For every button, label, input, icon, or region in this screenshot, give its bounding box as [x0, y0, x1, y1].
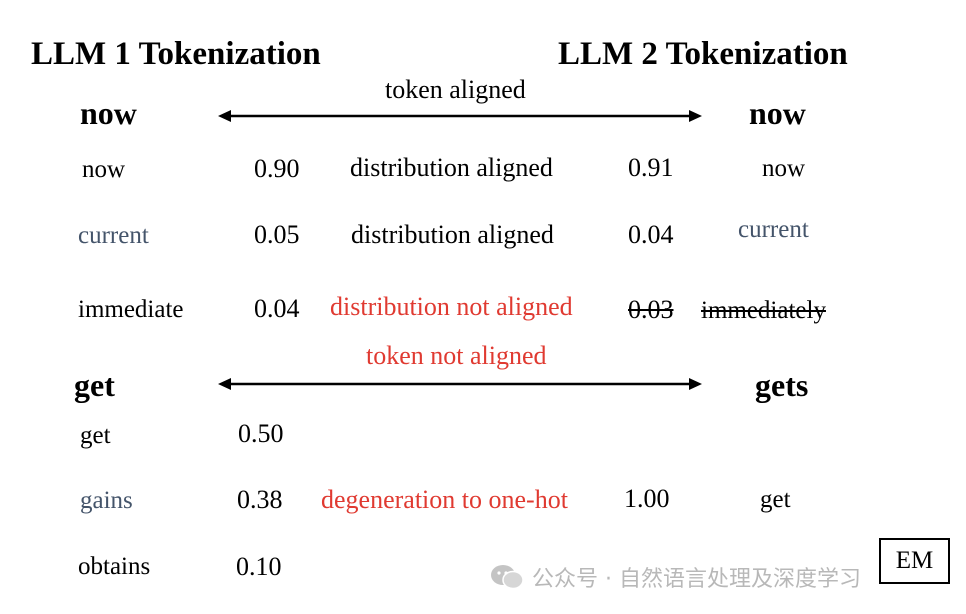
llm2-title: LLM 2 Tokenization [558, 36, 848, 72]
wechat-icon [491, 565, 524, 590]
s1-row3-right-token: current [738, 216, 809, 243]
s1-row2-middle: distribution aligned [351, 220, 554, 249]
s2-row2-middle: degeneration to one-hot [321, 485, 568, 514]
s1-row1-left-token: now [82, 156, 126, 183]
section1-left-head: now [80, 95, 137, 131]
llm1-title: LLM 1 Tokenization [31, 36, 321, 72]
s1-row1-right-prob: 0.91 [628, 153, 674, 182]
s2-row3-left-token: obtains [78, 553, 151, 580]
s1-row1-middle: distribution aligned [350, 153, 553, 182]
watermark-text: 公众号 · 自然语言处理及深度学习 [532, 567, 861, 592]
section1-right-head: now [749, 95, 806, 131]
s1-row2-left-prob: 0.05 [254, 220, 300, 249]
s1-row1-left-prob: 0.90 [254, 154, 300, 183]
section2-double-arrow [218, 378, 702, 390]
s2-row2-left-prob: 0.38 [237, 485, 283, 514]
s1-row1-right-token: now [762, 155, 806, 182]
section2-arrow-label: token not aligned [366, 341, 547, 370]
watermark: 公众号 · 自然语言处理及深度学习 [490, 562, 861, 592]
s1-row2-right-prob: 0.04 [628, 220, 674, 249]
s1-row2-left-token: current [78, 222, 149, 249]
s2-row2-right-prob: 1.00 [624, 484, 670, 513]
em-badge: EM [879, 538, 950, 584]
section2-right-head: gets [755, 367, 809, 403]
s2-row2-left-token: gains [80, 487, 133, 514]
section1-double-arrow [218, 110, 702, 122]
s1-row3-left-prob: 0.04 [254, 294, 300, 323]
section2-left-head: get [74, 367, 115, 403]
s1-row3-middle: distribution not aligned [330, 292, 573, 321]
s2-row1-left-prob: 0.50 [238, 419, 284, 448]
s2-row2-right-token: get [760, 486, 791, 513]
s2-row3-left-prob: 0.10 [236, 552, 282, 581]
s1-row3-right-token: immediately [701, 297, 826, 324]
s2-row1-left-token: get [80, 422, 111, 449]
s1-row3-left-token: immediate [78, 296, 184, 323]
s1-row3-right-prob: 0.03 [628, 295, 674, 324]
section1-arrow-label: token aligned [385, 75, 526, 104]
